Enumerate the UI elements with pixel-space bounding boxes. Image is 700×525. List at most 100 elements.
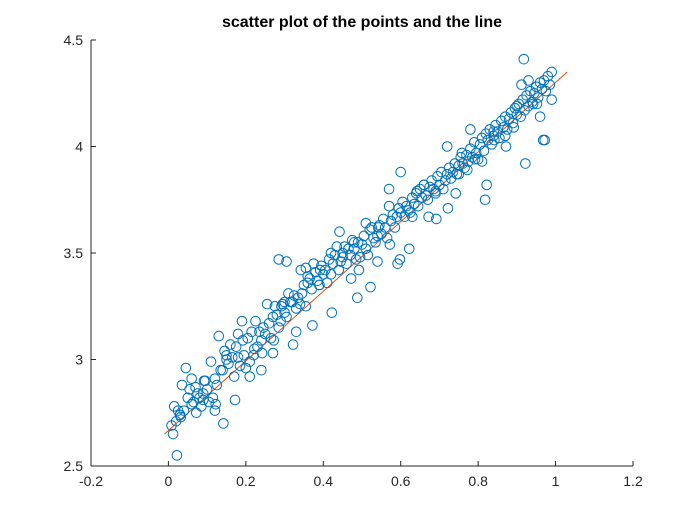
data-point bbox=[481, 179, 492, 191]
data-point bbox=[197, 394, 209, 406]
data-point bbox=[411, 185, 423, 197]
data-point bbox=[507, 117, 519, 129]
data-point bbox=[325, 269, 337, 280]
data-point bbox=[345, 273, 357, 284]
data-point bbox=[478, 145, 490, 157]
data-point bbox=[205, 356, 217, 367]
chart-title: scatter plot of the points and the line bbox=[221, 14, 502, 31]
data-point bbox=[354, 251, 366, 263]
data-point bbox=[228, 371, 240, 382]
data-point bbox=[191, 407, 202, 419]
data-point bbox=[520, 158, 531, 169]
data-point bbox=[341, 258, 352, 269]
data-point bbox=[534, 111, 546, 122]
data-point bbox=[527, 98, 539, 110]
data-point bbox=[271, 309, 283, 321]
data-point bbox=[453, 168, 465, 180]
data-point bbox=[283, 288, 294, 299]
data-point bbox=[438, 183, 449, 195]
data-point bbox=[337, 251, 348, 263]
data-point bbox=[441, 168, 453, 180]
data-point bbox=[203, 396, 215, 408]
data-point bbox=[469, 153, 481, 165]
data-point bbox=[256, 347, 268, 359]
x-tick-label: 1 bbox=[552, 473, 560, 489]
data-point bbox=[240, 362, 252, 374]
data-point bbox=[546, 94, 558, 105]
data-point bbox=[232, 352, 244, 363]
data-point bbox=[348, 237, 360, 248]
data-point bbox=[515, 111, 527, 122]
data-point bbox=[494, 132, 505, 144]
data-point bbox=[268, 335, 280, 346]
data-point bbox=[327, 258, 339, 269]
data-point bbox=[372, 256, 383, 267]
y-tick-label: 3 bbox=[75, 352, 83, 368]
data-point bbox=[171, 450, 183, 461]
data-point bbox=[234, 360, 246, 372]
x-tick-label: 0.8 bbox=[468, 473, 488, 489]
data-point bbox=[352, 292, 363, 304]
data-point bbox=[395, 166, 407, 178]
data-point bbox=[412, 200, 424, 212]
data-point bbox=[307, 320, 318, 331]
data-point bbox=[215, 364, 226, 376]
data-point bbox=[287, 339, 299, 350]
data-point bbox=[513, 98, 525, 110]
x-tick-label: -0.2 bbox=[79, 473, 103, 489]
data-point bbox=[256, 364, 267, 376]
data-point bbox=[500, 141, 512, 152]
data-point bbox=[211, 379, 223, 391]
data-point bbox=[248, 349, 259, 361]
data-point bbox=[250, 315, 261, 327]
data-point bbox=[321, 277, 333, 289]
data-point bbox=[230, 341, 242, 353]
data-point bbox=[302, 271, 314, 282]
data-point bbox=[479, 194, 491, 206]
data-point bbox=[450, 188, 461, 199]
data-point bbox=[431, 213, 442, 225]
data-point bbox=[186, 398, 197, 410]
data-point bbox=[209, 373, 221, 384]
data-point bbox=[384, 239, 396, 250]
data-point bbox=[546, 66, 558, 78]
data-point bbox=[236, 315, 248, 327]
x-tick-label: 0.2 bbox=[236, 473, 256, 489]
data-point bbox=[227, 352, 238, 363]
data-point bbox=[244, 371, 256, 382]
regression-line bbox=[164, 71, 568, 435]
data-point bbox=[523, 75, 534, 86]
data-point bbox=[383, 183, 395, 195]
data-point bbox=[358, 230, 370, 242]
data-point bbox=[246, 326, 257, 338]
data-point bbox=[197, 388, 209, 399]
data-point bbox=[314, 264, 326, 276]
data-point bbox=[489, 134, 500, 146]
data-point bbox=[462, 164, 473, 176]
y-tick-label: 3.5 bbox=[64, 245, 84, 261]
data-point bbox=[544, 79, 556, 91]
data-point bbox=[499, 130, 511, 142]
data-point bbox=[430, 185, 441, 197]
data-point bbox=[244, 356, 256, 367]
data-point bbox=[508, 122, 520, 133]
data-point bbox=[476, 156, 488, 167]
data-point bbox=[476, 132, 488, 144]
data-point bbox=[180, 362, 192, 374]
data-point bbox=[542, 70, 554, 82]
data-point bbox=[276, 300, 287, 312]
data-point bbox=[501, 124, 513, 135]
data-point bbox=[267, 347, 279, 359]
data-point bbox=[269, 300, 281, 312]
data-point bbox=[442, 202, 454, 214]
data-point bbox=[441, 141, 453, 152]
data-point bbox=[509, 102, 521, 114]
data-point bbox=[300, 300, 312, 312]
data-point bbox=[238, 349, 250, 361]
data-point bbox=[470, 147, 482, 159]
data-point bbox=[207, 392, 219, 404]
data-point bbox=[360, 243, 372, 255]
data-point bbox=[300, 262, 312, 274]
data-point bbox=[331, 241, 343, 252]
data-point bbox=[439, 175, 451, 186]
